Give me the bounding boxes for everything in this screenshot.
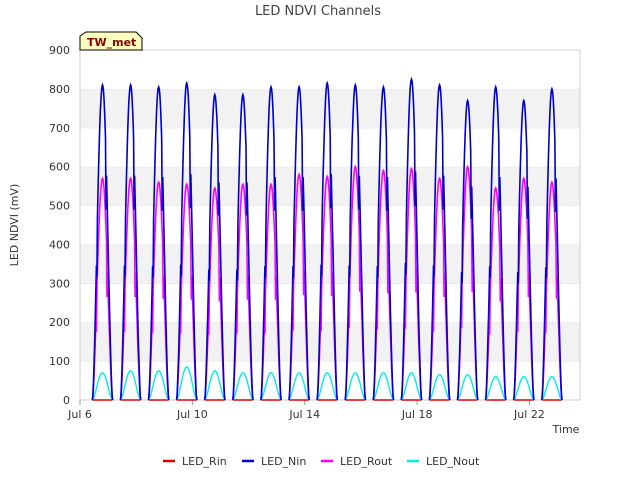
y-tick-label: 700 [49,122,70,135]
y-axis: 0 100 200 300 400 500 600 700 800 900 [49,44,70,407]
grid-band [80,322,580,362]
legend-label: LED_Nout [426,455,480,468]
y-tick-label: 600 [49,161,70,174]
series-line-led-nin [91,76,563,401]
series-line-led-nout [91,366,563,401]
x-axis-title: Time [552,423,580,436]
grid-band [80,283,580,323]
legend-label: LED_Nin [261,455,306,468]
x-axis: Jul 6 Jul 10 Jul 14 Jul 18 Jul 22 [67,400,545,421]
y-tick-label: 0 [63,394,70,407]
x-tick-label: Jul 18 [401,408,433,421]
y-tick-label: 800 [49,83,70,96]
badge-shape [79,31,143,51]
x-tick-label: Jul 6 [67,408,92,421]
series-line-led-rout [91,164,563,401]
y-tick-label: 400 [49,238,70,251]
legend-label: LED_Rin [182,455,227,468]
legend: LED_Rin LED_Nin LED_Rout LED_Nout [163,455,480,468]
series-lines [91,76,563,401]
x-tick-label: Jul 10 [176,408,208,421]
site-badge: TW_met [79,31,143,51]
legend-label: LED_Rout [340,455,393,468]
x-tick-label: Jul 22 [513,408,545,421]
grid-band [80,50,580,89]
badge-label: TW_met [87,36,136,49]
x-tick-label: Jul 14 [288,408,320,421]
chart-title: LED NDVI Channels [255,4,381,19]
y-tick-label: 900 [49,44,70,57]
y-tick-label: 300 [49,277,70,290]
y-axis-title: LED NDVI (mV) [8,184,21,267]
y-tick-label: 500 [49,200,70,213]
y-tick-label: 200 [49,316,70,329]
y-tick-label: 100 [49,355,70,368]
